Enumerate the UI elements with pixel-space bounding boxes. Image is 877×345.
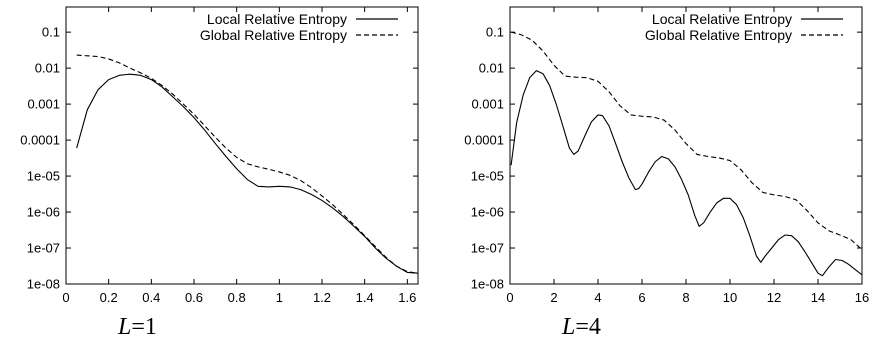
chart-l4-xtick-label: 10 <box>723 290 737 305</box>
chart-l1-xtick-label: 0.4 <box>142 290 160 305</box>
chart-l4-y-ticks: 1e-08 1e-07 1e-06 1e-05 0.0001 0.001 0.01 0.1 <box>464 25 862 292</box>
chart-l4-series <box>510 31 863 277</box>
chart-l1-ytick-label: 1e-07 <box>27 241 60 256</box>
chart-l4-x-ticks: 0 2 4 6 8 10 12 14 16 <box>506 7 869 305</box>
chart-l1-ytick-label: 1e-05 <box>27 169 60 184</box>
chart-l1-series-global-line <box>76 54 419 274</box>
chart-l1-xtick-label: 0.8 <box>228 290 246 305</box>
chart-l1-xtick-label: 0 <box>62 290 69 305</box>
chart-l1-xtick-label: 1.2 <box>313 290 331 305</box>
chart-l1-y-ticks: 1e-08 1e-07 1e-06 1e-05 0.0001 0.001 0.01 0.1 <box>20 25 418 292</box>
chart-l4-caption: L=4 <box>561 314 601 340</box>
chart-l1-ytick-label: 1e-06 <box>27 205 60 220</box>
chart-l4-ytick-label: 0.01 <box>479 61 504 76</box>
chart-l4-xtick-label: 4 <box>594 290 601 305</box>
chart-l4-xtick-label: 12 <box>767 290 781 305</box>
chart-l1-ytick-label: 1e-08 <box>27 277 60 292</box>
chart-l4-xtick-label: 14 <box>811 290 825 305</box>
chart-l4: 1e-08 1e-07 1e-06 1e-05 0.0001 0.001 0.01 0.1 0… <box>464 6 869 340</box>
chart-l4-xtick-label: 16 <box>855 290 869 305</box>
chart-l1-legend: Local Relative Entropy Global Relative E… <box>200 11 398 43</box>
chart-l4-legend: Local Relative Entropy Global Relative E… <box>645 11 843 43</box>
chart-l1-series-local-line <box>76 73 419 274</box>
chart-l1-ytick-label: 0.001 <box>27 97 60 112</box>
chart-l1-xtick-label: 1 <box>276 290 283 305</box>
chart-l4-ytick-label: 1e-07 <box>471 241 504 256</box>
chart-l1: 1e-08 1e-07 1e-06 1e-05 0.0001 0.001 0.01 0.1 0… <box>20 6 419 340</box>
chart-l1-plot-frame <box>65 6 419 285</box>
chart-l1-xtick-label: 0.6 <box>185 290 203 305</box>
chart-l1-x-ticks: 0 0.2 0.4 0.6 0.8 1 1.2 1.4 1.6 <box>62 7 416 305</box>
chart-l4-ytick-label: 0.0001 <box>464 133 504 148</box>
chart-l1-xtick-label: 0.2 <box>100 290 118 305</box>
chart-l4-xtick-label: 0 <box>506 290 513 305</box>
chart-l4-ytick-label: 0.1 <box>486 25 504 40</box>
chart-l4-series-local-line <box>510 70 863 277</box>
chart-l4-series-global-line <box>510 31 863 251</box>
chart-l4-legend-global-label: Global Relative Entropy <box>645 27 792 43</box>
chart-l1-ytick-label: 0.0001 <box>20 133 60 148</box>
chart-l4-ytick-label: 0.001 <box>471 97 504 112</box>
chart-l4-xtick-label: 8 <box>682 290 689 305</box>
chart-l4-xtick-label: 6 <box>638 290 645 305</box>
chart-l4-legend-local-label: Local Relative Entropy <box>652 11 792 27</box>
chart-l1-ytick-label: 0.1 <box>42 25 60 40</box>
chart-l1-ytick-label: 0.01 <box>35 61 60 76</box>
chart-l4-ytick-label: 1e-08 <box>471 277 504 292</box>
chart-l4-xtick-label: 2 <box>550 290 557 305</box>
chart-l4-ytick-label: 1e-06 <box>471 205 504 220</box>
chart-l1-xtick-label: 1.6 <box>398 290 416 305</box>
chart-l1-xtick-label: 1.4 <box>356 290 374 305</box>
chart-l1-series <box>76 54 419 274</box>
chart-l1-legend-local-label: Local Relative Entropy <box>207 11 347 27</box>
chart-l4-ytick-label: 1e-05 <box>471 169 504 184</box>
chart-l4-plot-frame <box>509 6 863 285</box>
chart-l1-caption: L=1 <box>117 314 157 340</box>
chart-l1-legend-global-label: Global Relative Entropy <box>200 27 347 43</box>
